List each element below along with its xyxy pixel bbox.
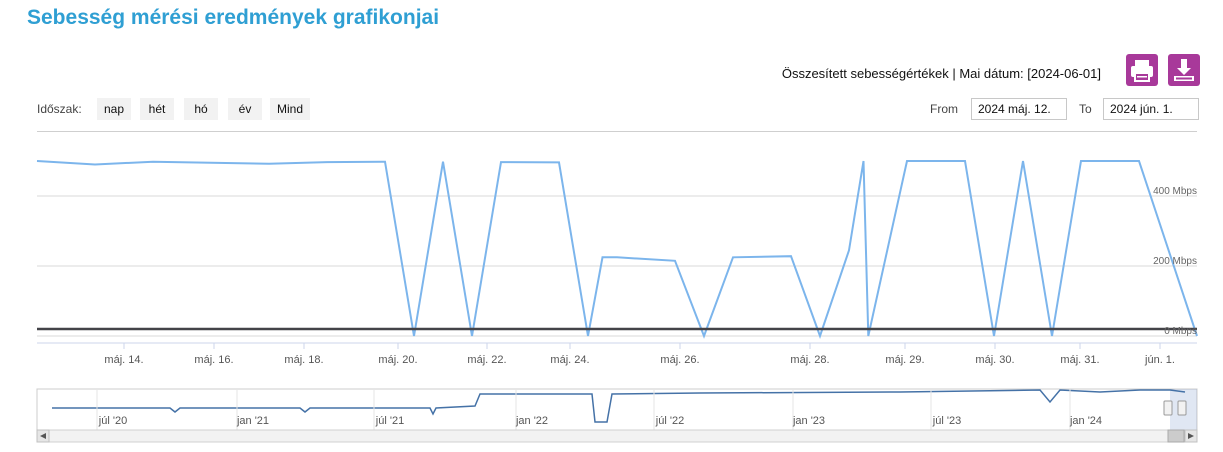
navigator-tick-label: júl '21 — [375, 415, 404, 427]
navigator-tick-label: jan '21 — [236, 415, 269, 427]
navigator-handle[interactable] — [1163, 400, 1173, 416]
to-date-input[interactable]: 2024 jún. 1. — [1103, 98, 1199, 120]
scrollbar-thumb[interactable] — [1167, 429, 1185, 443]
x-tick-label: máj. 31. — [1060, 354, 1099, 366]
header-divider — [37, 131, 1197, 132]
download-icon — [1174, 59, 1194, 81]
period-label: Időszak: — [37, 102, 82, 116]
x-tick-label: máj. 20. — [378, 354, 417, 366]
download-button[interactable] — [1168, 54, 1200, 86]
x-tick-label: máj. 24. — [550, 354, 589, 366]
x-tick-label: máj. 30. — [975, 354, 1014, 366]
printer-icon — [1131, 60, 1153, 82]
x-tick-label: máj. 28. — [790, 354, 829, 366]
summary-text: Összesített sebességértékek | Mai dátum:… — [781, 66, 1101, 81]
x-tick-label: máj. 14. — [104, 354, 143, 366]
y-tick-label: 400 Mbps — [1153, 186, 1197, 197]
navigator-handle[interactable] — [1177, 400, 1187, 416]
navigator-tick-label: jan '24 — [1069, 415, 1102, 427]
period-button-ho[interactable]: hó — [184, 98, 218, 120]
period-button-nap[interactable]: nap — [97, 98, 131, 120]
scrollbar-track[interactable] — [36, 429, 1198, 443]
y-tick-label: 0 Mbps — [1164, 326, 1197, 337]
navigator-tick-label: júl '22 — [655, 415, 684, 427]
scroll-right-arrow-icon — [1188, 433, 1194, 439]
navigator-series — [52, 389, 1186, 423]
scrollbar-left-button[interactable] — [36, 429, 50, 443]
to-label: To — [1079, 102, 1092, 116]
x-tick-label: máj. 16. — [194, 354, 233, 366]
y-tick-label: 200 Mbps — [1153, 256, 1197, 267]
page-title: Sebesség mérési eredmények grafikonjai — [27, 6, 440, 29]
navigator-frame — [36, 388, 1198, 431]
from-label: From — [930, 102, 958, 116]
scrollbar-right-button[interactable] — [1184, 429, 1198, 443]
x-tick-label: máj. 18. — [284, 354, 323, 366]
period-button-ev[interactable]: év — [228, 98, 262, 120]
scroll-left-arrow-icon — [40, 433, 46, 439]
x-tick-label: máj. 22. — [467, 354, 506, 366]
navigator-tick-label: júl '20 — [98, 415, 127, 427]
period-button-mind[interactable]: Mind — [270, 98, 310, 120]
navigator-tick-label: jan '23 — [792, 415, 825, 427]
x-tick-label: máj. 26. — [660, 354, 699, 366]
navigator-tick-label: júl '23 — [932, 415, 961, 427]
x-tick-label: jún. 1. — [1144, 354, 1175, 366]
navigator-tick-label: jan '22 — [515, 415, 548, 427]
x-tick-label: máj. 29. — [885, 354, 924, 366]
from-date-input[interactable]: 2024 máj. 12. — [971, 98, 1067, 120]
navigator-selection[interactable] — [1170, 389, 1197, 430]
series-line-0 — [36, 160, 1198, 340]
print-button[interactable] — [1126, 54, 1158, 86]
period-button-het[interactable]: hét — [140, 98, 174, 120]
